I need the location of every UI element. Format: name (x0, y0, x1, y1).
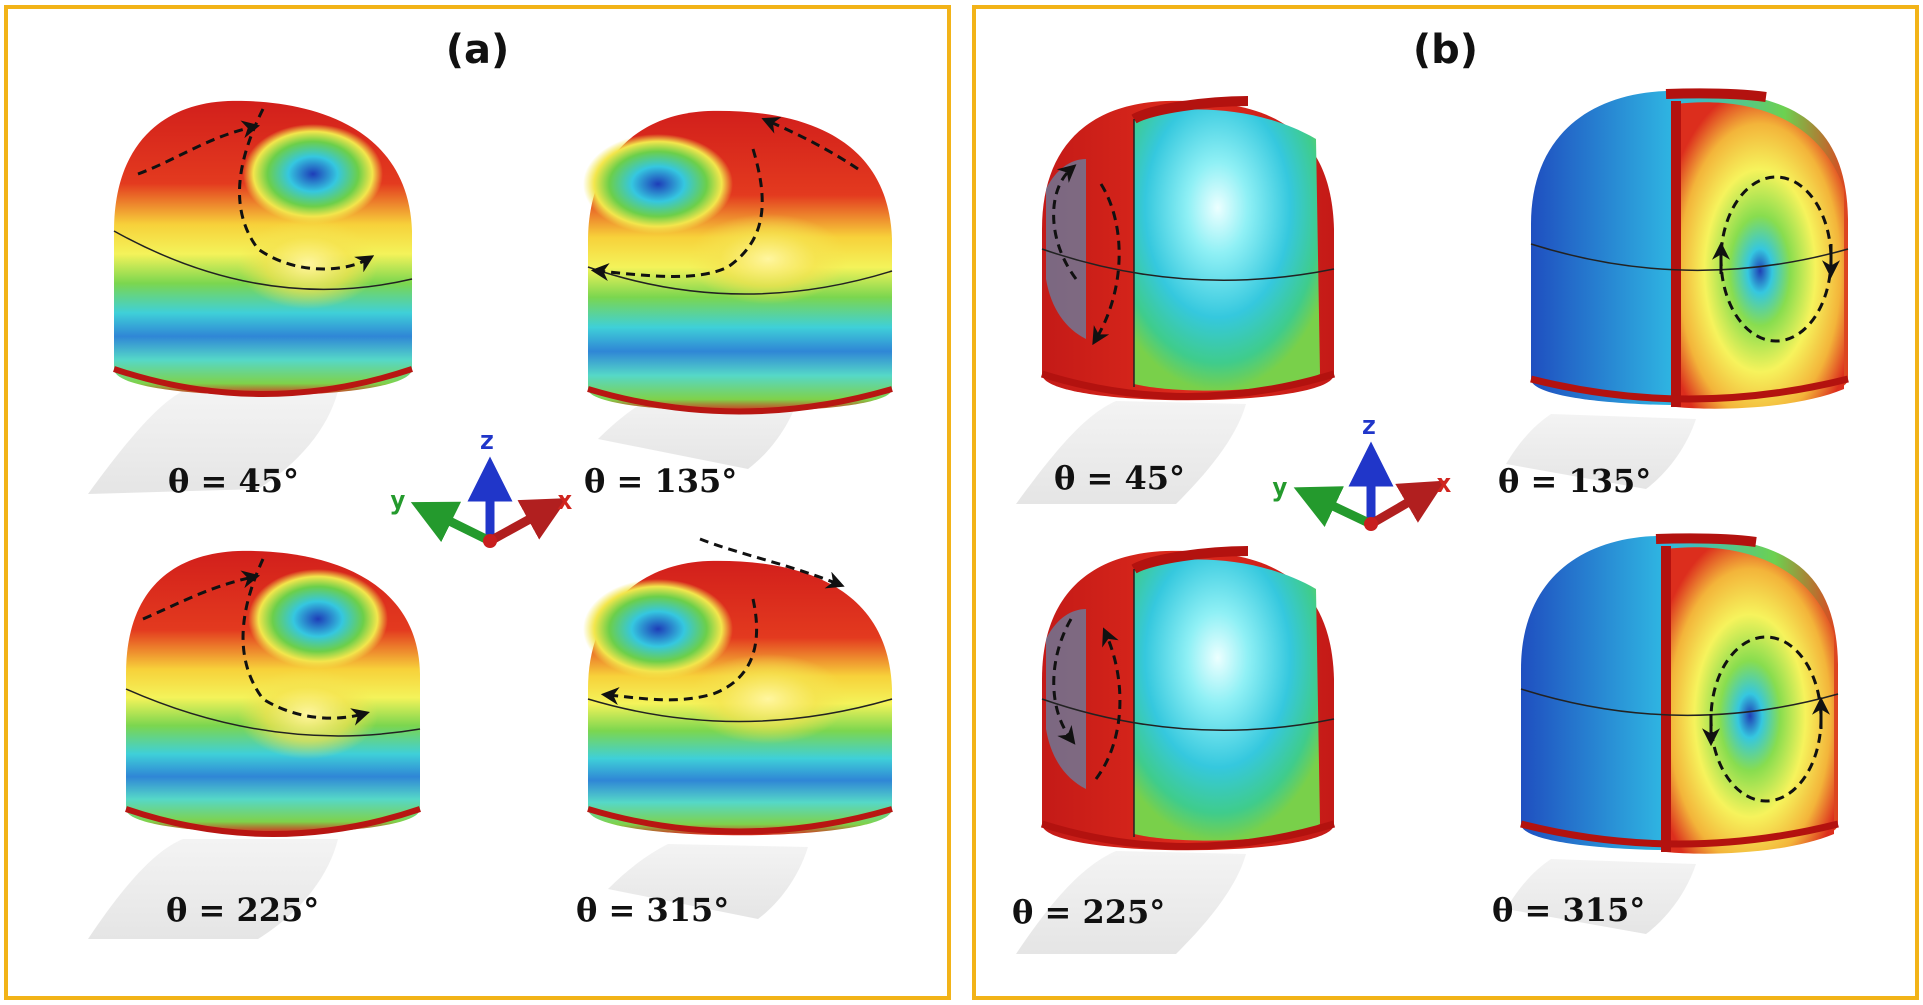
angle-label-a2: θ = 135° (584, 462, 738, 500)
angle-label-a1: θ = 45° (168, 462, 299, 500)
axis-y-label: y (390, 486, 406, 516)
axis-y-label-b: y (1272, 473, 1288, 503)
dome-a3 (125, 550, 421, 837)
dome-b1 (1040, 96, 1336, 401)
dome-a2 (583, 110, 893, 415)
stand-b4 (1506, 859, 1696, 934)
stand-b3 (1016, 851, 1246, 954)
stand-a3 (88, 839, 338, 939)
axis-x-label: x (557, 486, 573, 516)
axis-triad-a: z x y (390, 426, 573, 548)
dome-b3 (1040, 546, 1336, 851)
angle-label-b3: θ = 225° (1012, 893, 1166, 931)
angle-label-b2: θ = 135° (1498, 462, 1652, 500)
panel-a: (a) (4, 5, 951, 1000)
axis-triad-b: z x y (1272, 411, 1452, 531)
dome-b2 (1530, 88, 1849, 409)
angle-label-a3: θ = 225° (166, 891, 320, 929)
stand-b1 (1016, 401, 1246, 504)
axis-x-label-b: x (1436, 469, 1452, 499)
panel-b-figures: z x y (1016, 88, 1849, 954)
panel-a-figures: z x y (88, 100, 893, 939)
angle-label-b4: θ = 315° (1492, 891, 1646, 929)
stand-b2 (1506, 414, 1696, 489)
dome-a1 (113, 100, 413, 397)
panel-b: (b) (972, 5, 1919, 1000)
axis-z-label: z (479, 426, 495, 456)
dome-a4 (583, 537, 893, 836)
panel-b-label: (b) (1412, 27, 1479, 73)
stand-a4 (608, 844, 808, 919)
dome-b4 (1520, 533, 1839, 854)
axis-z-label-b: z (1361, 411, 1377, 441)
angle-label-a4: θ = 315° (576, 891, 730, 929)
stand-a1 (88, 391, 338, 494)
angle-label-b1: θ = 45° (1054, 459, 1185, 497)
panel-a-label: (a) (445, 27, 510, 73)
